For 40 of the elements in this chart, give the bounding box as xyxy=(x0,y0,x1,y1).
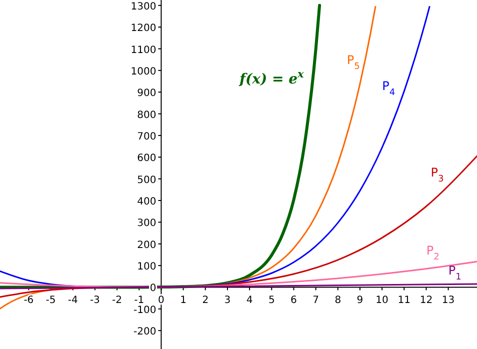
y-tick-label: 200 xyxy=(137,240,156,251)
y-tick-label: 1000 xyxy=(130,66,156,78)
series-label: P$_{3}$ xyxy=(430,166,444,185)
x-tick-label: -2 xyxy=(112,295,122,306)
y-tick-label: 500 xyxy=(137,174,156,186)
y-tick-label: 800 xyxy=(137,110,156,121)
x-tick-label: 2 xyxy=(202,295,209,306)
y-tick-label: -100 xyxy=(134,304,156,316)
x-tick-label: 8 xyxy=(334,295,342,306)
x-tick-label: 3 xyxy=(224,295,231,306)
y-tick-label: 1200 xyxy=(130,23,156,34)
x-tick-label: 4 xyxy=(246,295,253,306)
x-tick-label: -4 xyxy=(68,295,78,306)
y-tick-label: 600 xyxy=(137,153,156,164)
x-tick-label: -5 xyxy=(46,295,56,306)
x-tick-label: 9 xyxy=(356,295,364,306)
y-tick-label: 100 xyxy=(137,262,156,273)
y-tick-label: 900 xyxy=(137,88,156,100)
x-tick-label: -6 xyxy=(24,295,34,306)
x-tick-label: -1 xyxy=(134,295,144,306)
x-tick-label: 7 xyxy=(312,295,319,306)
series-label: P$_{5}$ xyxy=(346,52,360,72)
series-label: P$_{4}$ xyxy=(382,78,396,98)
x-tick-label: 1 xyxy=(180,295,186,306)
x-tick-label: 10 xyxy=(376,295,388,306)
y-tick-label: 700 xyxy=(137,131,156,142)
y-tick-label: 300 xyxy=(137,218,156,230)
x-tick-label: 11 xyxy=(398,295,410,306)
y-tick-label: 400 xyxy=(137,196,156,208)
series-label: P$_{2}$ xyxy=(426,244,440,263)
series-label: f(x) = e$^{x}$ xyxy=(238,68,304,88)
x-tick-label: -3 xyxy=(90,295,100,306)
x-tick-label: 12 xyxy=(420,295,433,306)
series-label: P$_{1}$ xyxy=(448,264,462,283)
x-tick-label: 13 xyxy=(442,295,455,306)
x-tick-label: 6 xyxy=(290,295,297,306)
y-tick-label: -200 xyxy=(134,326,156,338)
y-tick-label: 1300 xyxy=(130,1,156,12)
y-tick-label: 1100 xyxy=(130,44,156,56)
x-tick-label: 5 xyxy=(268,295,275,306)
